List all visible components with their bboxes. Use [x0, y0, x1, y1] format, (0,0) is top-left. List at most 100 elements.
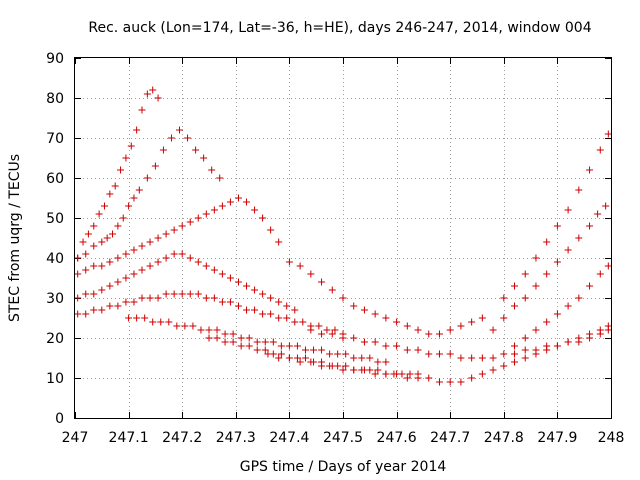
data-point-track-d	[251, 286, 259, 294]
data-point-track-m	[596, 270, 604, 278]
data-point-track-g	[253, 346, 261, 354]
data-point-track-c	[74, 270, 82, 278]
data-point-track-c	[234, 194, 242, 202]
data-point-track-d	[90, 290, 98, 298]
data-point-track-d	[218, 270, 226, 278]
data-point-track-c	[259, 214, 267, 222]
x-tick-label: 248	[598, 430, 625, 446]
data-point-track-d	[170, 250, 178, 258]
data-point-track-f	[165, 318, 173, 326]
data-point-track-g	[293, 354, 301, 362]
data-point-track-i	[382, 342, 390, 350]
data-point-track-d	[162, 254, 170, 262]
data-point-track-i	[468, 354, 476, 362]
data-point-track-j	[318, 278, 326, 286]
data-point-track-l	[553, 222, 561, 230]
data-point-track-b	[151, 162, 159, 170]
data-point-track-f	[141, 314, 149, 322]
x-tick-label: 247.9	[537, 430, 577, 446]
data-point-track-h	[307, 358, 315, 366]
data-point-track-l	[604, 130, 612, 138]
data-point-track-c	[130, 246, 138, 254]
data-point-track-d	[234, 278, 242, 286]
data-point-track-c	[106, 258, 114, 266]
data-point-track-a	[143, 90, 151, 98]
x-tick-labels: 247 247.1 247.2 247.3 247.4 247.5 247.6 247.7 24…	[62, 430, 625, 446]
data-point-track-f	[229, 330, 237, 338]
data-point-track-i	[457, 354, 465, 362]
data-point-track-j	[339, 294, 347, 302]
data-point-track-i	[586, 330, 594, 338]
data-point-track-i	[328, 330, 336, 338]
data-point-track-h	[360, 366, 368, 374]
data-point-track-c	[138, 242, 146, 250]
data-point-track-l	[511, 282, 519, 290]
data-point-track-h	[425, 374, 433, 382]
data-point-track-i	[521, 346, 529, 354]
data-point-track-f	[181, 322, 189, 330]
data-point-track-e	[234, 302, 242, 310]
data-point-track-i	[532, 346, 540, 354]
data-point-track-b	[184, 134, 192, 142]
data-point-track-d	[202, 262, 210, 270]
data-point-track-j	[360, 306, 368, 314]
data-point-track-f	[149, 318, 157, 326]
data-point-track-f	[382, 358, 390, 366]
data-point-track-i	[371, 338, 379, 346]
data-point-track-g	[245, 342, 253, 350]
data-point-track-l	[596, 146, 604, 154]
data-point-track-k	[586, 222, 594, 230]
data-point-track-g	[374, 366, 382, 374]
data-point-track-d	[194, 258, 202, 266]
y-tick-label: 20	[46, 331, 64, 347]
data-point-track-h	[489, 366, 497, 374]
data-point-track-c	[114, 254, 122, 262]
data-point-track-l	[543, 238, 551, 246]
data-point-track-k	[543, 270, 551, 278]
data-point-track-b	[159, 146, 167, 154]
data-point-track-c	[82, 266, 90, 274]
data-point-track-b	[130, 194, 138, 202]
data-point-track-l	[532, 254, 540, 262]
data-point-track-b	[192, 146, 200, 154]
x-tick-label: 247.7	[430, 430, 470, 446]
data-point-track-i	[307, 326, 315, 334]
data-point-track-e	[106, 302, 114, 310]
data-point-track-f	[213, 326, 221, 334]
data-point-track-f	[205, 326, 213, 334]
data-point-track-c	[90, 262, 98, 270]
data-point-track-d	[291, 306, 299, 314]
data-point-track-f	[189, 322, 197, 330]
data-point-track-e	[210, 294, 218, 302]
data-point-track-j	[414, 326, 422, 334]
data-point-track-f	[301, 346, 309, 354]
data-point-track-e	[275, 314, 283, 322]
data-point-track-h	[393, 370, 401, 378]
data-point-track-i	[543, 342, 551, 350]
data-point-track-e	[122, 298, 130, 306]
data-point-track-d	[106, 282, 114, 290]
data-point-track-d	[178, 250, 186, 258]
data-point-track-k	[594, 210, 602, 218]
data-point-track-d	[186, 254, 194, 262]
data-point-track-k	[602, 202, 610, 210]
data-point-track-a	[117, 166, 125, 174]
data-point-track-d	[98, 286, 106, 294]
data-point-track-l	[586, 166, 594, 174]
data-point-track-b	[167, 134, 175, 142]
data-point-track-e	[323, 326, 331, 334]
data-point-track-d	[130, 270, 138, 278]
data-point-track-i	[403, 346, 411, 354]
data-point-track-d	[283, 302, 291, 310]
data-point-track-i	[350, 334, 358, 342]
data-point-track-e	[130, 298, 138, 306]
data-point-track-k	[564, 246, 572, 254]
data-point-track-i	[564, 338, 572, 346]
data-point-track-d	[210, 266, 218, 274]
data-point-track-m	[604, 262, 612, 270]
data-point-track-j	[382, 314, 390, 322]
data-point-track-h	[468, 374, 476, 382]
y-tick-label: 40	[46, 251, 64, 267]
data-point-track-e	[162, 290, 170, 298]
data-point-track-e	[74, 310, 82, 318]
